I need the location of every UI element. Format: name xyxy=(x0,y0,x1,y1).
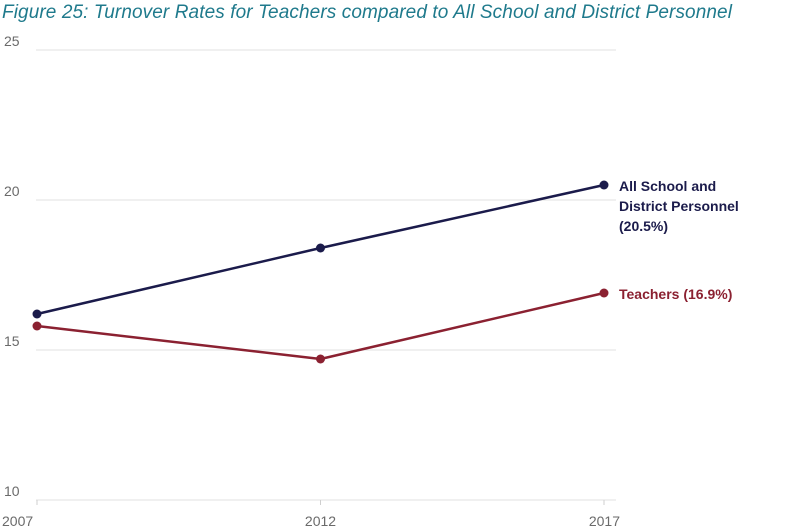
series-label-0-line-0: All School and xyxy=(619,178,716,194)
data-point-0-2017 xyxy=(599,180,609,190)
series-group xyxy=(32,180,609,364)
y-tick-label-15: 15 xyxy=(4,333,20,349)
data-point-0-2012 xyxy=(316,243,325,253)
data-point-0-2007 xyxy=(32,309,42,319)
y-tick-label-10: 10 xyxy=(4,483,20,499)
chart-title: Figure 25: Turnover Rates for Teachers c… xyxy=(2,2,733,23)
x-tick-label-2012: 2012 xyxy=(305,513,336,529)
x-axis-ticks: 2007 2012 2017 xyxy=(2,500,620,529)
series-label-0-line-2: (20.5%) xyxy=(619,218,668,234)
gridlines xyxy=(36,49,616,501)
series-label-0-line-1: District Personnel xyxy=(619,198,739,214)
y-axis-ticks: 10 15 20 25 xyxy=(4,33,20,499)
x-tick-label-2017: 2017 xyxy=(589,513,620,529)
data-point-1-2007 xyxy=(32,321,42,331)
series-line-1 xyxy=(36,291,605,361)
data-point-1-2017 xyxy=(599,288,609,298)
series-labels: All School and District Personnel (20.5%) T… xyxy=(619,178,739,302)
series-label-1-line-0: Teachers (16.9%) xyxy=(619,286,732,302)
y-tick-label-25: 25 xyxy=(4,33,20,49)
data-point-1-2012 xyxy=(316,354,325,364)
x-tick-label-2007: 2007 xyxy=(2,513,33,529)
y-tick-label-20: 20 xyxy=(4,183,20,199)
